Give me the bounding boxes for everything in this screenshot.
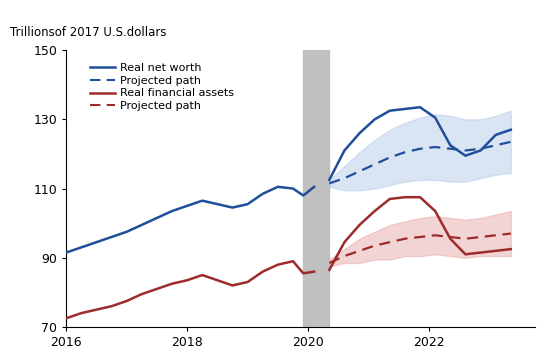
Bar [303, 50, 329, 327]
Text: Trillionsof 2017 U.S.dollars: Trillionsof 2017 U.S.dollars [10, 26, 167, 39]
Legend: Real net worth, Projected path, Real financial assets, Projected path: Real net worth, Projected path, Real fin… [86, 59, 239, 116]
